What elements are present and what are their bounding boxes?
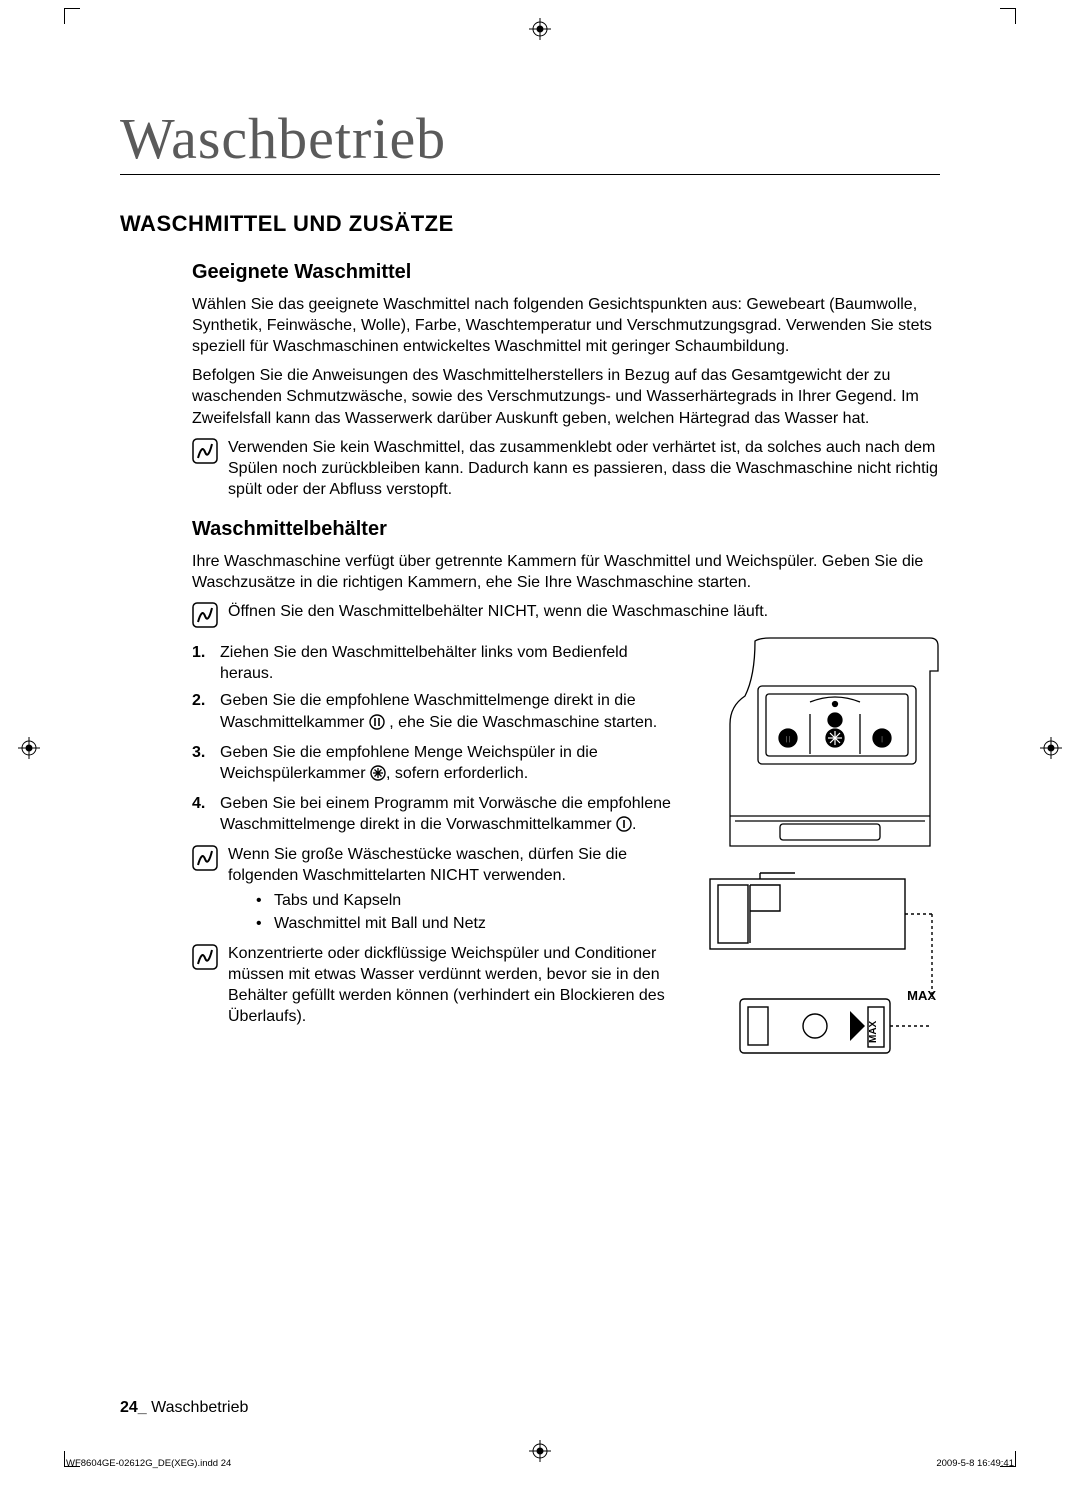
registration-mark-icon — [18, 737, 40, 759]
page-content: Waschbetrieb WASCHMITTEL UND ZUSÄTZE Gee… — [120, 105, 940, 1036]
paragraph: Ihre Waschmaschine verfügt über getrennt… — [192, 551, 940, 593]
page-title: Waschbetrieb — [120, 105, 940, 175]
note-text: Wenn Sie große Wäschestücke waschen, dür… — [228, 844, 680, 935]
bullet-list: Tabs und Kapseln Waschmittel mit Ball un… — [256, 890, 680, 935]
footer-section: Waschbetrieb — [147, 1399, 249, 1416]
instruction-list: Ziehen Sie den Waschmittelbehälter links… — [192, 642, 680, 838]
page-number: 24_ — [120, 1399, 147, 1416]
list-item: Geben Sie die empfohlene Waschmittelmeng… — [192, 690, 680, 735]
list-item: Geben Sie bei einem Programm mit Vorwäsc… — [192, 793, 680, 838]
compartment-one-icon — [616, 816, 632, 838]
svg-text:MAX: MAX — [868, 1021, 879, 1044]
print-filename: WF8604GE-02612G_DE(XEG).indd 24 — [66, 1458, 231, 1469]
print-metadata: WF8604GE-02612G_DE(XEG).indd 24 2009-5-8… — [66, 1458, 1014, 1469]
note: Öffnen Sie den Waschmittelbehälter NICHT… — [192, 601, 940, 628]
note: Konzentrierte oder dickflüssige Weichspü… — [192, 943, 680, 1027]
svg-text:I: I — [880, 734, 883, 746]
subsection-heading: Waschmittelbehälter — [192, 518, 940, 541]
list-item: Waschmittel mit Ball und Netz — [256, 913, 680, 935]
subsection-heading: Geeignete Waschmittel — [192, 261, 940, 284]
registration-mark-icon — [1040, 737, 1062, 759]
note-icon — [192, 845, 218, 871]
list-item: Tabs und Kapseln — [256, 890, 680, 912]
note-text: Verwenden Sie kein Waschmittel, das zusa… — [228, 437, 940, 500]
note-text: Öffnen Sie den Waschmittelbehälter NICHT… — [228, 601, 768, 622]
svg-text:II: II — [785, 734, 791, 746]
list-item: Geben Sie die empfohlene Menge Weichspül… — [192, 742, 680, 787]
note: Wenn Sie große Wäschestücke waschen, dür… — [192, 844, 680, 935]
softener-icon — [370, 765, 386, 787]
note-icon — [192, 438, 218, 464]
note-icon — [192, 944, 218, 970]
paragraph: Wählen Sie das geeignete Waschmittel nac… — [192, 294, 940, 357]
paragraph: Befolgen Sie die Anweisungen des Waschmi… — [192, 365, 940, 428]
detergent-drawer-figure: A II I — [700, 636, 940, 861]
page-footer: 24_ Waschbetrieb — [120, 1399, 248, 1417]
note-text: Konzentrierte oder dickflüssige Weichspü… — [228, 943, 680, 1027]
note: Verwenden Sie kein Waschmittel, das zusa… — [192, 437, 940, 500]
note-icon — [192, 602, 218, 628]
section-heading: WASCHMITTEL UND ZUSÄTZE — [120, 211, 940, 237]
max-level-figure: MAX MAX — [700, 871, 940, 1003]
svg-text:A: A — [832, 716, 839, 726]
print-timestamp: 2009-5-8 16:49:41 — [936, 1458, 1014, 1469]
compartment-two-icon — [369, 714, 385, 736]
list-item: Ziehen Sie den Waschmittelbehälter links… — [192, 642, 680, 684]
